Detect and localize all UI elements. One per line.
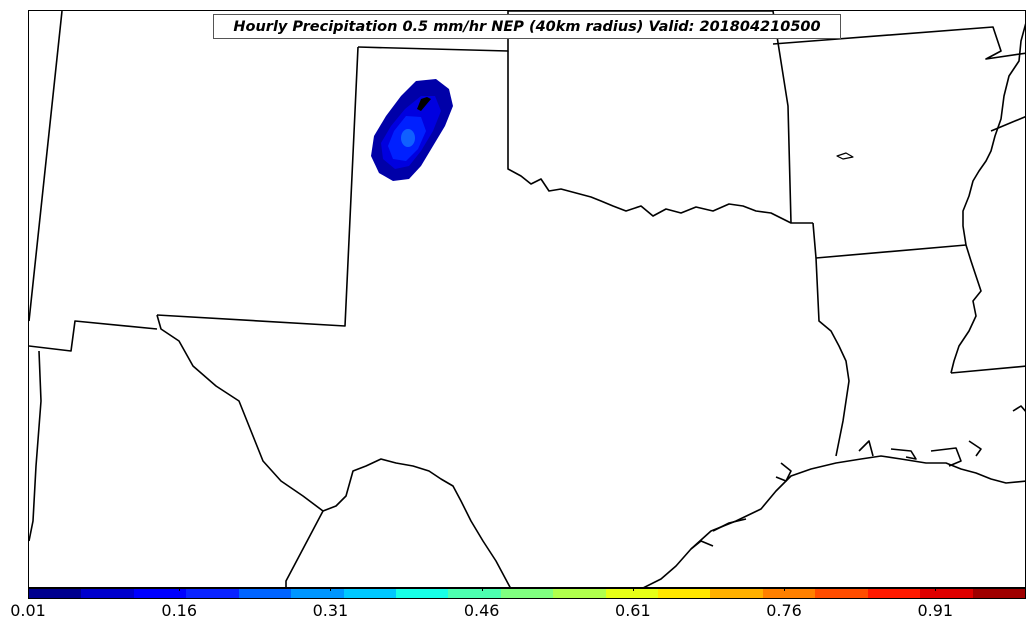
colorbar-tick-label: 0.76 (766, 601, 802, 620)
texas-coast-islands (712, 518, 747, 532)
louisiana-coast (858, 440, 874, 457)
mexico-state-line (285, 510, 324, 587)
state-border-ms (990, 115, 1025, 132)
colorbar-segment (658, 589, 711, 598)
colorbar-tick-mark (28, 588, 29, 591)
corpus-coast (690, 540, 714, 550)
colorbar-tick-label: 0.91 (917, 601, 954, 620)
galveston-bay (775, 462, 792, 482)
colorbar-tick-label: 0.01 (10, 601, 46, 620)
colorbar-tick-label: 0.16 (161, 601, 198, 620)
colorbar-segment (605, 589, 659, 598)
louisiana-bays (890, 448, 917, 460)
lake-marker (417, 97, 431, 111)
state-border-ar-la (815, 244, 967, 259)
colorbar-segment (867, 589, 921, 598)
gulf-coastline (643, 455, 1025, 587)
state-border-la-ms (950, 365, 1025, 374)
colorbar-segment (448, 589, 501, 598)
colorbar-tick-mark (330, 588, 332, 591)
precip-level-3 (401, 129, 415, 147)
colorbar-segment (920, 589, 973, 598)
map-panel (28, 10, 1026, 588)
red-river-border (507, 51, 813, 224)
mexico-border-west (29, 320, 158, 352)
colorbar-tick-mark (935, 588, 937, 591)
map-canvas (29, 11, 1025, 587)
state-border-az-nm (29, 11, 63, 322)
colorbar-segment (762, 589, 816, 598)
colorbar-segment (395, 589, 449, 598)
colorbar-tick-label: 0.46 (463, 601, 500, 620)
louisiana-delta (930, 447, 962, 467)
arkansas-lake (836, 152, 854, 160)
colorbar-tick-mark (179, 588, 181, 591)
state-border-nm-panhandle (156, 46, 359, 327)
colorbar-segment (553, 589, 606, 598)
colorbar-segment (81, 589, 134, 598)
colorbar-segment (500, 589, 554, 598)
colorbar-segment (238, 589, 292, 598)
mexico-border-sw (29, 350, 42, 542)
sabine-river-border (812, 222, 850, 457)
precip-probability-blob (371, 79, 453, 181)
colorbar-segment (133, 589, 187, 598)
map-title: Hourly Precipitation 0.5 mm/hr NEP (40km… (213, 14, 841, 39)
colorbar-tick-label: 0.61 (615, 601, 651, 620)
colorbar-tick-label: 0.31 (312, 601, 349, 620)
mississippi-river-border (950, 23, 1025, 374)
colorbar-segment (186, 589, 239, 598)
colorbar-tick-mark (784, 588, 786, 591)
colorbar-tick-mark (632, 588, 634, 591)
colorbar (28, 588, 1026, 599)
colorbar-segment (972, 589, 1026, 598)
colorbar-segment (343, 589, 396, 598)
colorbar-tick-mark (481, 588, 483, 591)
mississippi-coast (1012, 405, 1025, 412)
colorbar-segment (29, 589, 82, 598)
colorbar-segment (710, 589, 763, 598)
state-border-mo-ar (772, 26, 1025, 60)
colorbar-segment (815, 589, 868, 598)
louisiana-islands (968, 440, 982, 457)
state-border-ok-ar (772, 11, 792, 224)
colorbar-segment (291, 589, 344, 598)
texas-west-border (156, 314, 511, 587)
